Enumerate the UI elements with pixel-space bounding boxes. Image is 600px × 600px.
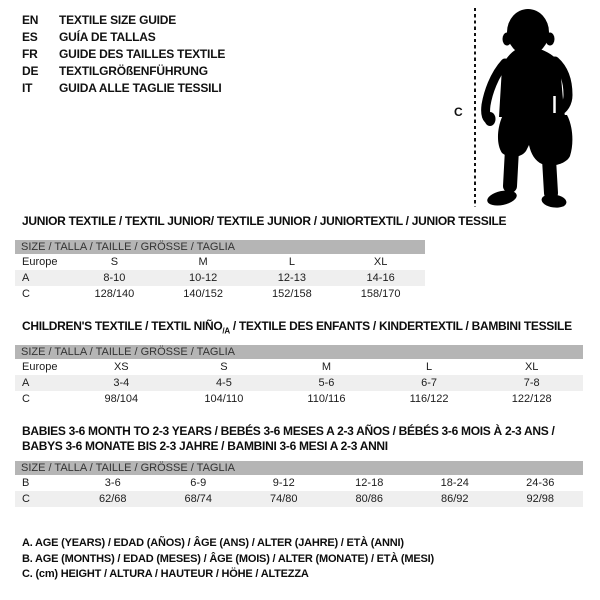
table-cell: 12-13: [247, 270, 337, 286]
table-row: C 128/140 140/152 152/158 158/170: [15, 286, 425, 302]
lang-code: EN: [22, 13, 39, 27]
lang-code: DE: [22, 64, 39, 78]
babies-title-line1: BABIES 3-6 MONTH TO 2-3 YEARS / BEBÉS 3-…: [22, 424, 555, 438]
table-cell: 104/110: [204, 393, 244, 405]
size-header-bar: SIZE / TALLA / TAILLE / GRÖSSE / TAGLIA: [15, 345, 583, 359]
table-cell: 92/98: [497, 491, 583, 507]
lang-row-fr: FR GUIDE DES TAILLES TEXTILE: [22, 46, 225, 63]
table-cell: 68/74: [155, 491, 241, 507]
table-cell: 140/152: [183, 288, 223, 300]
size-header-bar: SIZE / TALLA / TAILLE / GRÖSSE / TAGLIA: [15, 240, 425, 254]
childrens-size-table: SIZE / TALLA / TAILLE / GRÖSSE / TAGLIA …: [15, 345, 583, 407]
height-measure-dashed-line: [474, 8, 476, 207]
table-cell: 18-24: [440, 477, 469, 489]
table-cell: 80/86: [326, 491, 412, 507]
height-measure-label: C: [454, 105, 463, 119]
title-subscript: /A: [222, 326, 230, 336]
lang-text: GUIDA ALLE TAGLIE TESSILI: [59, 81, 222, 95]
lang-text: GUÍA DE TALLAS: [59, 30, 156, 44]
table-cell: XL: [373, 256, 388, 268]
table-cell: M: [198, 256, 208, 268]
table-cell: 86/92: [412, 491, 498, 507]
table-cell: M: [321, 361, 332, 373]
babies-title-line2: BABYS 3-6 MONATE BIS 2-3 JAHRE / BAMBINI…: [22, 439, 388, 453]
lang-text: TEXTILGRÖßENFÜHRUNG: [59, 64, 208, 78]
table-row: A 8-10 10-12 12-13 14-16: [15, 270, 425, 286]
row-label: A: [15, 375, 70, 391]
table-cell: 7-8: [480, 375, 583, 391]
babies-size-table: SIZE / TALLA / TAILLE / GRÖSSE / TAGLIA …: [15, 461, 583, 507]
footnote-b: B. AGE (MONTHS) / EDAD (MESES) / ÂGE (MO…: [22, 552, 434, 565]
title-text: CHILDREN'S TEXTILE / TEXTIL NIÑO: [22, 319, 223, 333]
lang-row-es: ES GUÍA DE TALLAS: [22, 29, 225, 46]
table-row: A 3-4 4-5 5-6 6-7 7-8: [15, 375, 583, 391]
table-cell: 98/104: [104, 393, 139, 405]
table-cell: 152/158: [271, 288, 312, 300]
row-label: Europe: [22, 361, 58, 373]
footnotes: A. AGE (YEARS) / EDAD (AÑOS) / ÂGE (ANS)…: [22, 536, 434, 583]
table-row: B 3-6 6-9 9-12 12-18 18-24 24-36: [15, 475, 583, 491]
table-cell: 6-7: [377, 375, 481, 391]
table-cell: 3-4: [70, 375, 173, 391]
title-text: / TEXTILE DES ENFANTS / KINDERTEXTIL / B…: [229, 319, 572, 333]
table-cell: L: [426, 361, 433, 373]
row-label: C: [15, 491, 70, 507]
table-cell: S: [220, 361, 228, 373]
footnote-c: C. (cm) HEIGHT / ALTURA / HAUTEUR / HÖHE…: [22, 568, 309, 580]
lang-row-it: IT GUIDA ALLE TAGLIE TESSILI: [22, 80, 225, 97]
row-label: B: [22, 477, 30, 489]
table-cell: 116/122: [409, 393, 449, 405]
table-cell: 14-16: [336, 270, 425, 286]
lang-row-en: EN TEXTILE SIZE GUIDE: [22, 12, 225, 29]
table-row: Europe S M L XL: [15, 254, 425, 270]
junior-size-table: SIZE / TALLA / TAILLE / GRÖSSE / TAGLIA …: [15, 240, 425, 302]
row-label: C: [22, 288, 30, 300]
table-cell: 4-5: [172, 375, 276, 391]
table-cell: 110/116: [307, 393, 346, 405]
table-cell: 3-6: [104, 477, 121, 489]
junior-table-title: JUNIOR TEXTILE / TEXTIL JUNIOR/ TEXTILE …: [22, 214, 507, 228]
table-cell: 158/170: [360, 288, 401, 300]
lang-text: GUIDE DES TAILLES TEXTILE: [59, 47, 226, 61]
toddler-silhouette-icon: [481, 9, 573, 208]
table-cell: S: [110, 256, 119, 268]
lang-code: FR: [22, 47, 38, 61]
row-label: Europe: [22, 256, 58, 268]
footnote-a: A. AGE (YEARS) / EDAD (AÑOS) / ÂGE (ANS)…: [22, 537, 404, 549]
table-cell: 5-6: [275, 375, 378, 391]
row-label: A: [15, 270, 70, 286]
table-cell: 122/128: [511, 393, 552, 405]
table-cell: 10-12: [158, 270, 248, 286]
lang-code: IT: [22, 81, 33, 95]
table-cell: 62/68: [70, 491, 156, 507]
table-cell: 6-9: [190, 477, 207, 489]
lang-row-de: DE TEXTILGRÖßENFÜHRUNG: [22, 63, 225, 80]
lang-text: TEXTILE SIZE GUIDE: [59, 13, 177, 27]
size-header-label: SIZE / TALLA / TAILLE / GRÖSSE / TAGLIA: [15, 240, 425, 254]
babies-table-title: BABIES 3-6 MONTH TO 2-3 YEARS / BEBÉS 3-…: [22, 424, 555, 454]
row-label: C: [22, 393, 30, 405]
table-cell: 128/140: [94, 288, 135, 300]
table-cell: 8-10: [70, 270, 159, 286]
lang-code: ES: [22, 30, 38, 44]
size-header-bar: SIZE / TALLA / TAILLE / GRÖSSE / TAGLIA: [15, 461, 583, 475]
table-cell: XS: [113, 361, 129, 373]
table-cell: L: [288, 256, 295, 268]
table-row: Europe XS S M L XL: [15, 359, 583, 375]
childrens-table-title: CHILDREN'S TEXTILE / TEXTIL NIÑO/A / TEX…: [22, 319, 572, 338]
table-cell: 74/80: [241, 491, 327, 507]
table-cell: XL: [524, 361, 539, 373]
table-row: C 98/104 104/110 110/116 116/122 122/128: [15, 391, 583, 407]
table-cell: 9-12: [272, 477, 295, 489]
table-row: C 62/68 68/74 74/80 80/86 86/92 92/98: [15, 491, 583, 507]
size-header-label: SIZE / TALLA / TAILLE / GRÖSSE / TAGLIA: [15, 345, 583, 359]
table-cell: 24-36: [526, 477, 555, 489]
size-header-label: SIZE / TALLA / TAILLE / GRÖSSE / TAGLIA: [15, 461, 583, 475]
language-header: EN TEXTILE SIZE GUIDE ES GUÍA DE TALLAS …: [22, 12, 225, 97]
table-cell: 12-18: [355, 477, 384, 489]
